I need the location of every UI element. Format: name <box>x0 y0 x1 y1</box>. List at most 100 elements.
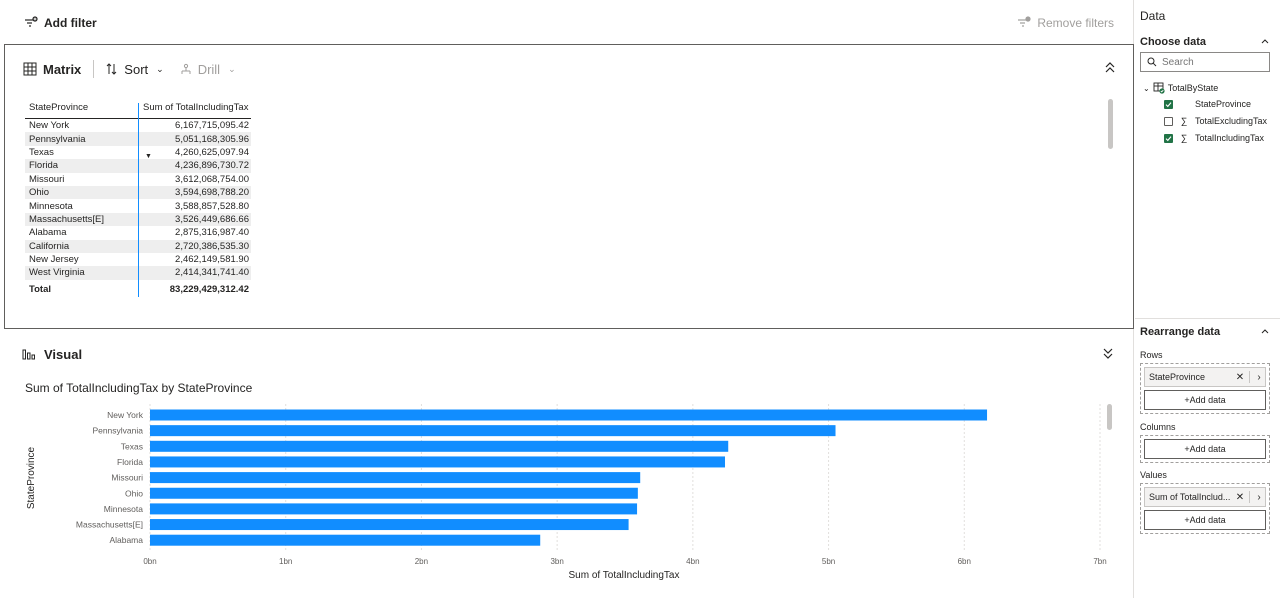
matrix-title-label: Matrix <box>43 61 82 77</box>
matrix-cell-value: 2,414,341,741.40 <box>175 267 249 279</box>
field-item-totalincludingtax[interactable]: ∑ TotalIncludingTax <box>1164 131 1264 145</box>
visual-header: Visual <box>22 345 82 363</box>
field-checkbox-totalincludingtax[interactable] <box>1164 133 1173 143</box>
matrix-header-state[interactable]: StateProvince <box>29 102 89 113</box>
sigma-icon: ∑ <box>1180 133 1188 143</box>
y-tick-label: New York <box>107 410 144 420</box>
choose-data-chevron-up-icon[interactable] <box>1260 36 1270 46</box>
y-tick-label: Ohio <box>125 488 143 498</box>
bar[interactable] <box>150 487 638 499</box>
field-checkbox-totalexcludingtax[interactable] <box>1164 116 1173 126</box>
bar[interactable] <box>150 425 836 437</box>
bar[interactable] <box>150 503 638 515</box>
column-resize-divider[interactable] <box>138 103 139 297</box>
remove-filters-button[interactable]: Remove filters <box>1017 14 1114 32</box>
pill-divider <box>1249 371 1250 383</box>
search-icon <box>1147 57 1157 67</box>
x-tick-label: 1bn <box>279 557 292 566</box>
rows-field-label: StateProvince <box>1149 372 1206 382</box>
bar[interactable] <box>150 440 729 452</box>
matrix-total-label: Total <box>29 284 51 296</box>
table-row[interactable]: Texas 4,260,625,097.94 <box>25 146 251 159</box>
matrix-cell-state: Missouri <box>29 173 65 185</box>
sort-chevron-down-icon: ⌄ <box>156 63 164 74</box>
matrix-cell-state: Ohio <box>29 187 50 199</box>
matrix-scrollbar[interactable] <box>1108 99 1113 149</box>
drill-icon <box>181 63 191 74</box>
matrix-cell-value: 2,720,386,535.30 <box>175 240 249 252</box>
bar[interactable] <box>150 409 988 421</box>
checkmark-icon <box>1165 101 1172 107</box>
collapse-down-icon[interactable] <box>1101 346 1115 360</box>
columns-label: Columns <box>1140 422 1176 432</box>
tree-chevron-down-icon[interactable]: ⌄ <box>1143 83 1150 93</box>
matrix-cell-state: Alabama <box>29 227 67 239</box>
y-tick-label: Missouri <box>111 473 143 483</box>
columns-add-data-button[interactable]: +Add data <box>1144 439 1266 459</box>
table-row[interactable]: Minnesota 3,588,857,528.80 <box>25 199 251 212</box>
rearrange-title: Rearrange data <box>1140 326 1221 338</box>
y-tick-label: Massachusetts[E] <box>76 520 143 530</box>
table-row[interactable]: Alabama 2,875,316,987.40 <box>25 226 251 239</box>
matrix-cell-state: Massachusetts[E] <box>29 213 104 225</box>
expand-chevron-right-icon[interactable]: › <box>1257 491 1261 503</box>
add-filter-button[interactable]: Add filter <box>24 14 97 32</box>
sort-icon <box>106 63 117 75</box>
pill-divider <box>1249 491 1250 503</box>
values-well[interactable]: Sum of TotalInclud... ✕ › +Add data <box>1140 483 1270 534</box>
table-row[interactable]: New Jersey 2,462,149,581.90 <box>25 253 251 266</box>
values-field-pill[interactable]: Sum of TotalInclud... ✕ › <box>1144 487 1266 507</box>
matrix-cell-value: 5,051,168,305.96 <box>175 133 249 145</box>
matrix-header-sum[interactable]: Sum of TotalIncludingTax <box>143 102 249 113</box>
bar-chart-icon <box>22 349 35 360</box>
values-add-data-button[interactable]: +Add data <box>1144 510 1266 530</box>
table-node[interactable]: ⌄ TotalByState <box>1143 81 1218 95</box>
collapse-up-icon[interactable] <box>1103 61 1117 75</box>
field-item-stateprovince[interactable]: StateProvince <box>1164 97 1251 111</box>
field-item-totalexcludingtax[interactable]: ∑ TotalExcludingTax <box>1164 114 1267 128</box>
matrix-cell-value: 4,260,625,097.94 <box>175 146 249 158</box>
field-label-stateprovince: StateProvince <box>1195 99 1252 109</box>
rearrange-chevron-up-icon[interactable] <box>1260 326 1270 336</box>
y-tick-label: Texas <box>121 441 143 451</box>
rows-well[interactable]: StateProvince ✕ › +Add data <box>1140 363 1270 414</box>
chart-scrollbar[interactable] <box>1107 404 1112 430</box>
bar[interactable] <box>150 534 541 546</box>
sort-descending-icon: ▼ <box>145 153 152 160</box>
matrix-panel: Matrix Sort ⌄ <box>4 44 1134 329</box>
matrix-cell-state: New York <box>29 120 70 132</box>
table-row[interactable]: Missouri 3,612,068,754.00 <box>25 173 251 186</box>
checkmark-icon <box>1165 135 1172 141</box>
x-tick-label: 2bn <box>415 557 428 566</box>
bar[interactable] <box>150 472 641 484</box>
main-area: Add filter Remove filters <box>4 0 1134 598</box>
rows-field-pill[interactable]: StateProvince ✕ › <box>1144 367 1266 387</box>
sort-button[interactable]: Sort ⌄ <box>106 62 164 77</box>
drill-button[interactable]: Drill ⌄ <box>180 62 236 77</box>
x-tick-label: 0bn <box>143 557 156 566</box>
y-tick-label: Minnesota <box>104 504 143 514</box>
y-tick-label: Pennsylvania <box>92 426 143 436</box>
visual-title: Visual <box>44 346 83 362</box>
rows-add-data-button[interactable]: +Add data <box>1144 390 1266 410</box>
search-input[interactable] <box>1162 56 1262 68</box>
remove-filters-label: Remove filters <box>1037 16 1114 30</box>
bar[interactable] <box>150 456 726 468</box>
remove-field-close-icon[interactable]: ✕ <box>1235 371 1245 383</box>
remove-field-close-icon[interactable]: ✕ <box>1235 491 1245 503</box>
columns-well[interactable]: +Add data <box>1140 435 1270 463</box>
field-checkbox-stateprovince[interactable] <box>1164 99 1173 109</box>
choose-data-title: Choose data <box>1140 36 1207 48</box>
search-box[interactable] <box>1140 52 1270 72</box>
matrix-total-value: 83,229,429,312.42 <box>169 284 249 296</box>
table-name: TotalByState <box>1167 83 1219 93</box>
y-tick-label: Alabama <box>109 535 143 545</box>
x-tick-label: 6bn <box>958 557 971 566</box>
add-filter-label: Add filter <box>44 16 97 30</box>
values-label: Values <box>1140 470 1167 480</box>
matrix-title[interactable]: Matrix <box>23 62 81 77</box>
table-row[interactable]: New York 6,167,715,095.42 <box>25 119 251 132</box>
bar[interactable] <box>150 519 629 531</box>
expand-chevron-right-icon[interactable]: › <box>1257 371 1261 383</box>
